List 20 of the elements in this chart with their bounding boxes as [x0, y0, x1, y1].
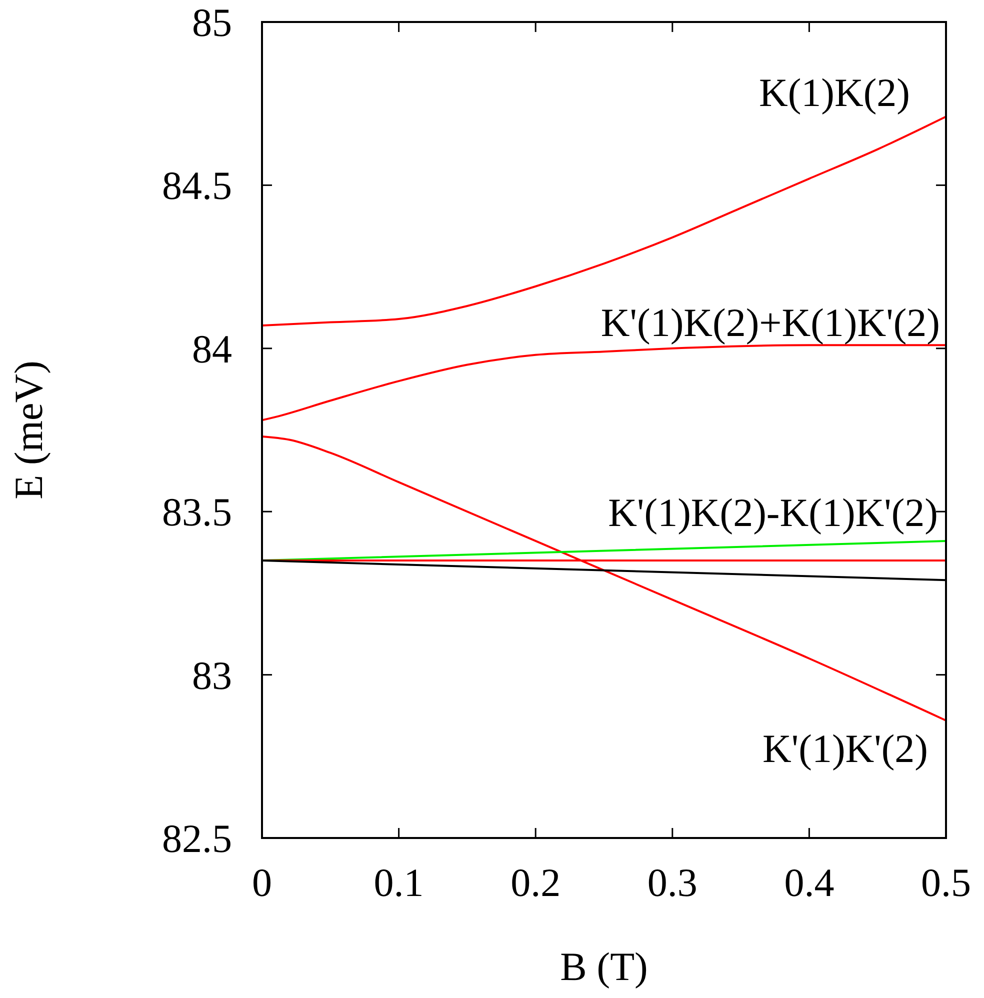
x-tick-label: 0.3: [647, 860, 698, 905]
x-tick-label: 0.5: [921, 860, 971, 905]
y-axis-title: E (meV): [6, 360, 51, 500]
annotation: K(1)K(2): [758, 70, 910, 115]
y-tick-label: 82.5: [162, 816, 232, 861]
annotation: K'(1)K'(2): [762, 726, 928, 771]
y-tick-label: 83: [192, 652, 232, 698]
y-tick-label: 83.5: [162, 490, 232, 535]
y-tick-label: 84.5: [162, 163, 232, 208]
x-tick-label: 0.1: [374, 860, 424, 905]
y-tick-label: 84: [192, 326, 232, 372]
x-tick-label: 0.2: [510, 860, 561, 905]
x-axis-title: B (T): [560, 944, 648, 989]
y-tick-label: 85: [192, 0, 232, 45]
line-series: [261, 436, 947, 722]
annotation: K'(1)K(2)+K(1)K'(2): [600, 300, 940, 345]
x-tick-label: 0.4: [784, 860, 834, 905]
x-tick-label: 0: [252, 860, 272, 905]
line-series: [261, 344, 947, 422]
annotation: K'(1)K(2)-K(1)K'(2): [608, 490, 938, 535]
